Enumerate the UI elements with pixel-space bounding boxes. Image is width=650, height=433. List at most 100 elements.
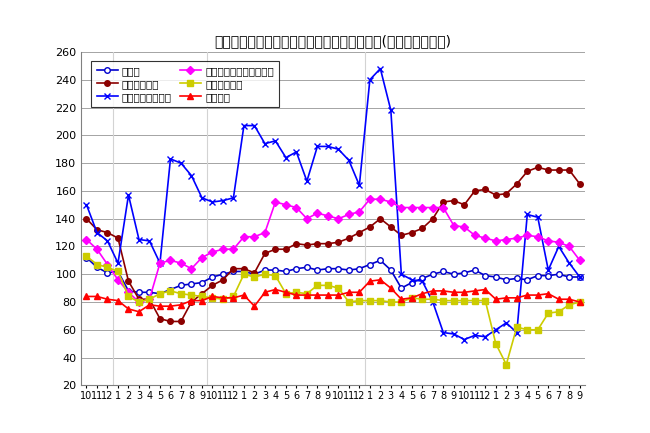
一般機械工業: [103, 230, 111, 235]
情報通信機械工業: [544, 268, 552, 273]
鉱工業: [566, 275, 573, 280]
情報通信機械工業: [460, 337, 468, 342]
情報通信機械工業: [114, 261, 122, 266]
電子部品・デバイス工業: [250, 234, 258, 239]
輸送機械工業: [335, 285, 343, 291]
電子部品・デバイス工業: [492, 238, 500, 243]
電子部品・デバイス工業: [576, 258, 584, 263]
鉱工業: [103, 270, 111, 275]
鉱工業: [303, 265, 311, 270]
一般機械工業: [555, 168, 563, 173]
一般機械工業: [492, 192, 500, 197]
化学工業: [523, 292, 531, 297]
Legend: 鉱工業, 一般機械工業, 情報通信機械工業, 電子部品・デバイス工業, 輸送機械工業, 化学工業: 鉱工業, 一般機械工業, 情報通信機械工業, 電子部品・デバイス工業, 輸送機械…: [92, 61, 279, 107]
情報通信機械工業: [576, 275, 584, 280]
輸送機械工業: [544, 310, 552, 316]
電子部品・デバイス工業: [219, 247, 227, 252]
化学工業: [356, 290, 363, 295]
化学工業: [482, 287, 489, 292]
輸送機械工業: [460, 298, 468, 303]
輸送機械工業: [292, 290, 300, 295]
化学工業: [366, 278, 374, 284]
輸送機械工業: [555, 309, 563, 314]
電子部品・デバイス工業: [408, 205, 416, 210]
一般機械工業: [177, 319, 185, 324]
化学工業: [335, 292, 343, 297]
輸送機械工業: [513, 324, 521, 330]
情報通信機械工業: [219, 198, 227, 203]
一般機械工業: [419, 226, 426, 231]
化学工業: [419, 291, 426, 296]
化学工業: [460, 290, 468, 295]
化学工業: [534, 292, 541, 297]
化学工業: [93, 294, 101, 299]
電子部品・デバイス工業: [376, 197, 384, 202]
情報通信機械工業: [387, 108, 395, 113]
情報通信機械工業: [366, 77, 374, 82]
鉱工業: [408, 280, 416, 285]
鉱工業: [125, 288, 133, 294]
情報通信機械工業: [240, 123, 248, 128]
電子部品・デバイス工業: [272, 199, 280, 205]
輸送機械工業: [576, 300, 584, 305]
輸送機械工業: [408, 295, 416, 301]
化学工業: [513, 295, 521, 301]
鉱工業: [419, 276, 426, 281]
化学工業: [292, 292, 300, 297]
電子部品・デバイス工業: [460, 224, 468, 229]
鉱工業: [555, 271, 563, 277]
鉱工業: [135, 290, 143, 295]
一般機械工業: [345, 236, 353, 241]
電子部品・デバイス工業: [125, 290, 133, 295]
輸送機械工業: [471, 298, 478, 303]
情報通信機械工業: [439, 330, 447, 335]
化学工業: [135, 309, 143, 314]
情報通信機械工業: [313, 144, 321, 149]
化学工業: [450, 290, 458, 295]
電子部品・デバイス工業: [229, 247, 237, 252]
輸送機械工業: [324, 283, 332, 288]
一般機械工業: [125, 278, 133, 284]
輸送機械工業: [177, 291, 185, 296]
情報通信機械工業: [482, 334, 489, 339]
鉱工業: [502, 277, 510, 282]
化学工業: [114, 298, 122, 303]
電子部品・デバイス工業: [366, 197, 374, 202]
鉱工業: [198, 280, 206, 285]
電子部品・デバイス工業: [335, 216, 343, 221]
鉱工業: [345, 268, 353, 273]
鉱工業: [313, 268, 321, 273]
輸送機械工業: [419, 297, 426, 302]
電子部品・デバイス工業: [188, 266, 196, 271]
電子部品・デバイス工業: [156, 261, 164, 266]
一般機械工業: [576, 181, 584, 187]
情報通信機械工業: [450, 331, 458, 336]
情報通信機械工業: [135, 237, 143, 242]
輸送機械工業: [125, 294, 133, 299]
化学工業: [345, 290, 353, 295]
一般機械工業: [439, 199, 447, 205]
鉱工業: [261, 268, 269, 273]
化学工業: [576, 300, 584, 305]
鉱工業: [397, 285, 405, 291]
化学工業: [324, 292, 332, 297]
鉱工業: [83, 255, 90, 260]
情報通信機械工業: [261, 141, 269, 146]
電子部品・デバイス工業: [198, 255, 206, 260]
情報通信機械工業: [523, 212, 531, 217]
鉱工業: [93, 265, 101, 270]
一般機械工業: [156, 316, 164, 321]
輸送機械工業: [198, 294, 206, 299]
電子部品・デバイス工業: [502, 237, 510, 242]
鉱工業: [471, 268, 478, 273]
化学工業: [156, 304, 164, 309]
一般機械工業: [313, 241, 321, 246]
一般機械工業: [114, 236, 122, 241]
情報通信機械工業: [555, 244, 563, 249]
化学工業: [544, 291, 552, 296]
一般機械工業: [261, 251, 269, 256]
輸送機械工業: [439, 298, 447, 303]
一般機械工業: [482, 187, 489, 192]
鉱工業: [534, 273, 541, 278]
化学工業: [250, 304, 258, 309]
